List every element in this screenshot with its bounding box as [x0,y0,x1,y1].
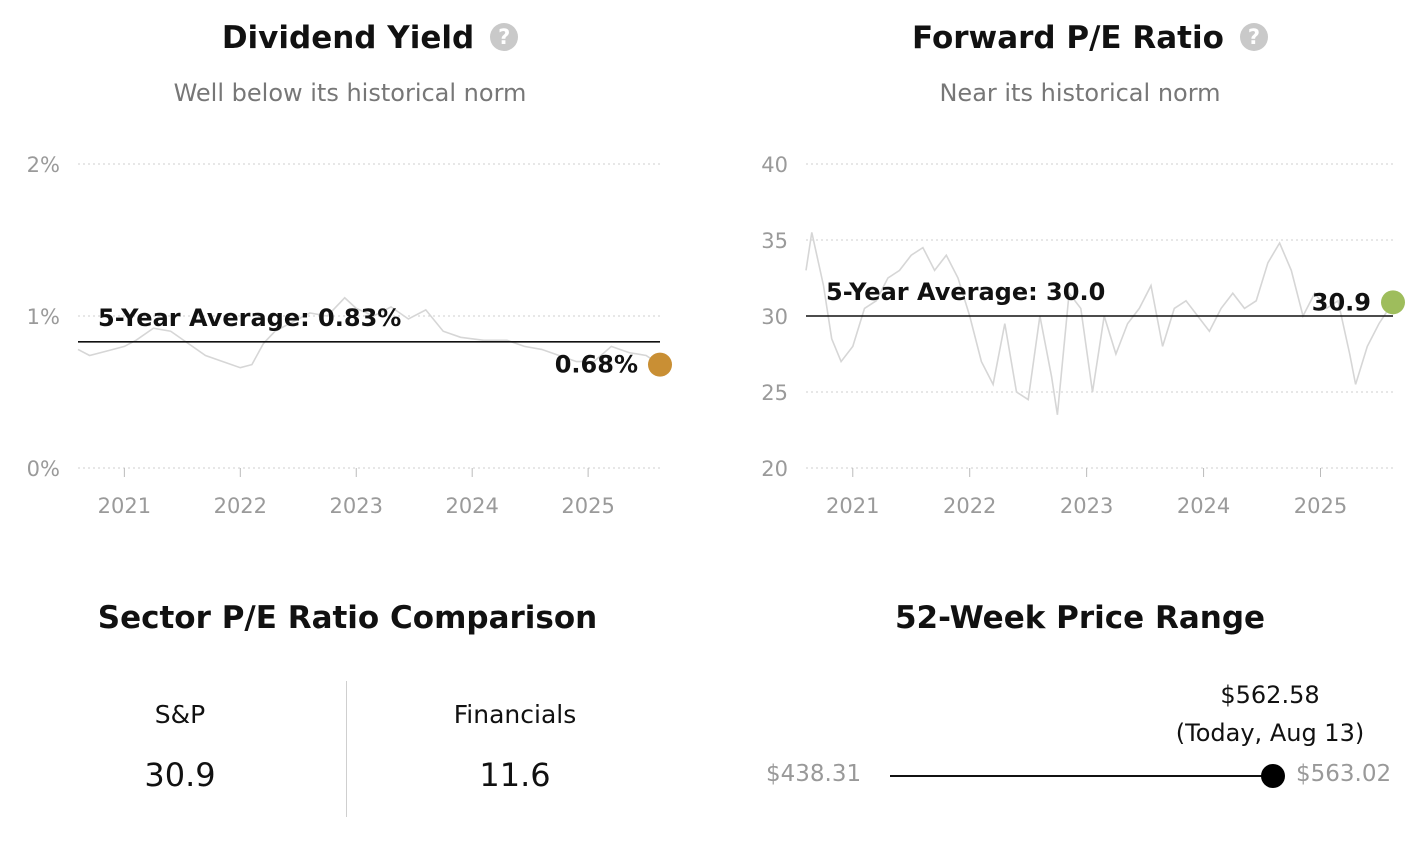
sp-label: S&P [154,700,206,729]
financials-value: 11.6 [479,756,551,794]
forward-pe-subtitle: Near its historical norm [939,79,1221,107]
y-tick-label: 0% [27,457,60,481]
y-tick-label: 40 [761,153,788,177]
dividend-yield-title: Dividend Yield? [80,20,660,56]
y-tick-label: 35 [761,229,788,253]
y-tick-label: 25 [761,381,788,405]
range-track [890,775,1274,777]
y-tick-label: 1% [27,305,60,329]
current-price-note: (Today, Aug 13) [1175,719,1365,747]
x-tick-label: 2022 [214,494,267,518]
comparison-divider [346,681,347,817]
current-value-marker [648,352,672,377]
x-tick-label: 2023 [330,494,383,518]
x-tick-label: 2025 [1294,494,1347,518]
question-circle-icon[interactable]: ? [490,23,519,51]
history-line [805,232,1394,415]
y-tick-label: 20 [761,457,788,481]
sector-pe-title: Sector P/E Ratio Comparison [97,600,598,636]
range-low-label: $438.31 [766,761,862,787]
forward-pe-title: Forward P/E Ratio? [820,20,1360,56]
y-tick-label: 2% [27,153,60,177]
current-value-label: 30.9 [1312,288,1371,316]
range-high-label: $563.02 [1296,761,1392,787]
average-label: 5-Year Average: 0.83% [98,304,401,332]
history-line [77,296,661,369]
x-tick-label: 2024 [445,494,498,518]
question-circle-icon[interactable]: ? [1239,23,1268,51]
dividend-yield-chart: 0% 1% 2% 2021 2022 2023 2024 2025 5-Year Average… [27,153,672,518]
price-range-title: 52-Week Price Range [894,600,1266,636]
x-tick-label: 2021 [826,494,879,518]
current-price-label: $562.58 (Today, Aug 13) [1150,676,1390,752]
y-tick-label: 30 [761,305,788,329]
x-tick-label: 2021 [98,494,151,518]
forward-pe-title-text: Forward P/E Ratio [912,20,1224,56]
x-tick-label: 2024 [1177,494,1230,518]
x-tick-label: 2025 [561,494,614,518]
x-tick-label: 2023 [1060,494,1113,518]
average-label: 5-Year Average: 30.0 [826,278,1105,306]
range-current-marker[interactable] [1260,764,1285,788]
current-price: $562.58 [1220,681,1320,709]
dividend-yield-subtitle: Well below its historical norm [173,79,527,107]
current-value-marker [1381,290,1405,315]
x-tick-label: 2022 [943,494,996,518]
current-value-label: 0.68% [555,351,638,379]
sp-value: 30.9 [144,756,216,794]
financials-label: Financials [453,700,577,729]
dividend-yield-title-text: Dividend Yield [221,20,475,56]
